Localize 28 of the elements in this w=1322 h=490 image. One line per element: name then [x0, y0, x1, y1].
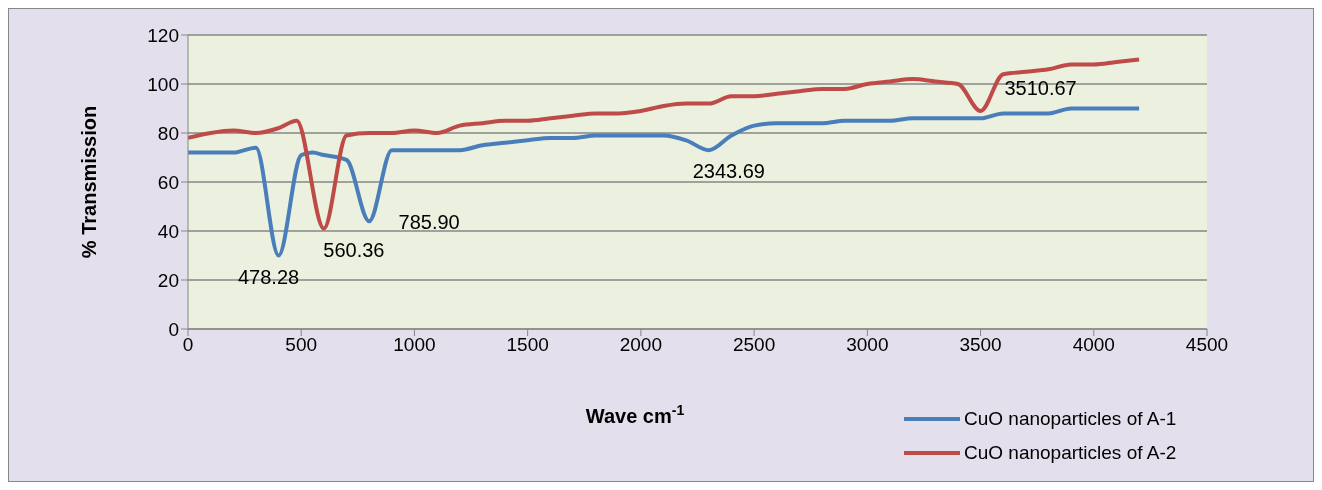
- annotation: 560.36: [323, 238, 385, 261]
- annotation: 785.90: [398, 211, 460, 234]
- x-tick-label: 2500: [732, 334, 776, 356]
- line-series: [188, 57, 1142, 231]
- annotation: 3510.67: [1004, 76, 1077, 99]
- annotation: 2343.69: [692, 160, 765, 183]
- x-tick-label: 3000: [846, 334, 889, 356]
- line-series: [188, 106, 1142, 258]
- annotation: 478.28: [237, 265, 300, 288]
- y-tick-label: 40: [157, 220, 179, 242]
- y-tick-label: 0: [168, 318, 179, 340]
- x-tick-label: 1500: [506, 334, 549, 356]
- x-tick-label: 500: [285, 334, 318, 356]
- y-tick-label: 20: [157, 269, 179, 291]
- y-tick-label: 60: [157, 171, 179, 193]
- x-tick-label: 1000: [393, 334, 436, 356]
- legend-label: CuO nanoparticles of A-1: [964, 407, 1177, 431]
- x-tick-label: 4500: [1185, 334, 1229, 356]
- y-tick-label: 80: [157, 122, 179, 144]
- y-tick-label: 120: [147, 24, 179, 46]
- x-tick-label: 3500: [959, 334, 1002, 356]
- y-axis-title: % Transmission: [78, 105, 101, 259]
- x-tick-label: 4000: [1072, 334, 1115, 356]
- y-tick-label: 100: [147, 73, 179, 95]
- legend-label: CuO nanoparticles of A-2: [964, 441, 1177, 465]
- x-tick-label: 0: [182, 334, 194, 356]
- x-axis-title: Wave cm$^{-1}$: [585, 402, 685, 427]
- x-tick-label: 2000: [619, 334, 663, 356]
